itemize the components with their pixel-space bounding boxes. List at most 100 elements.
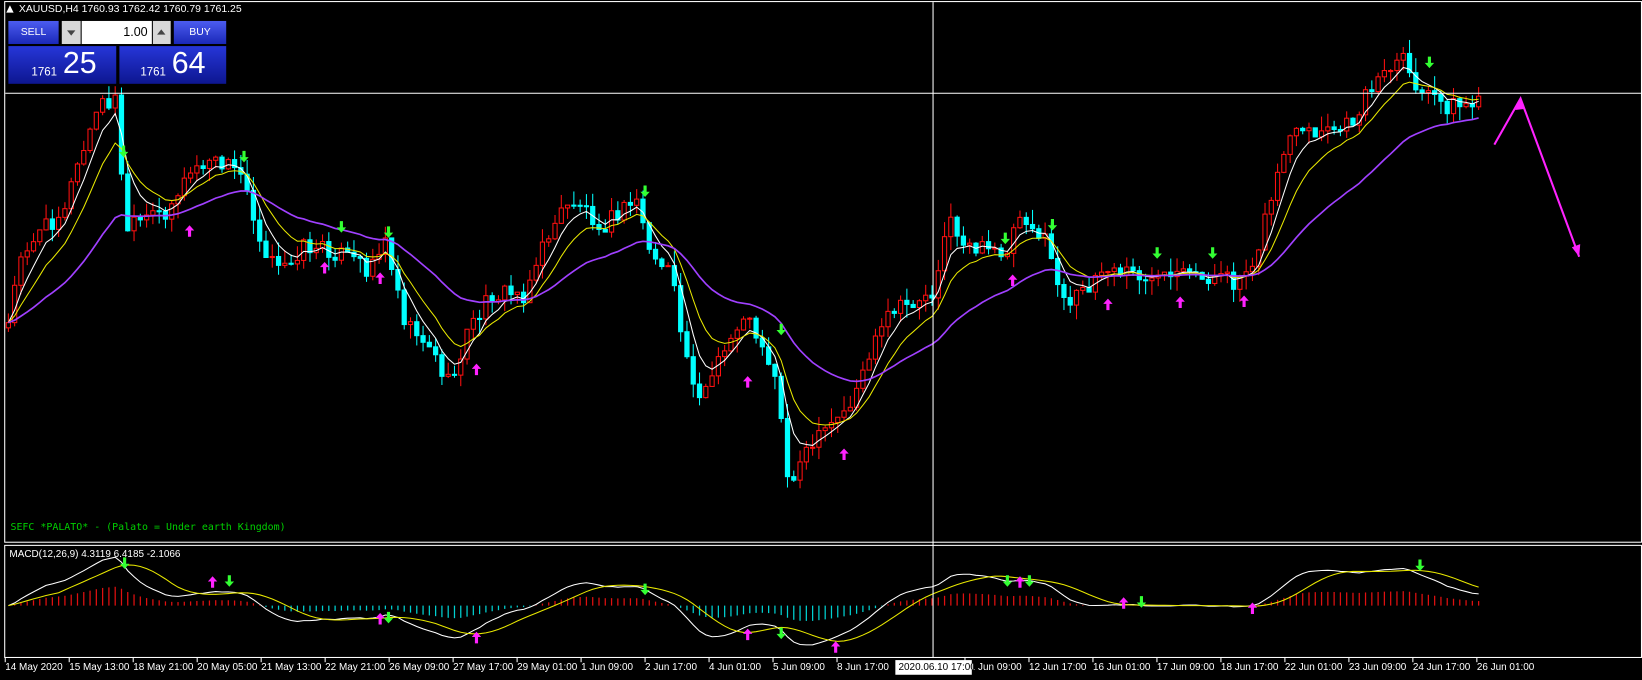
candle-body — [30, 241, 37, 252]
time-label: 18 May 21:00 — [133, 662, 194, 673]
candle-body — [1438, 93, 1444, 102]
lots-input[interactable] — [81, 20, 152, 45]
time-label: 12 Jun 17:00 — [1029, 662, 1087, 673]
candle-body — [43, 218, 49, 231]
candle-body — [652, 248, 659, 260]
candle-body — [1111, 267, 1117, 273]
ask-box[interactable] — [119, 46, 227, 84]
candle-body — [803, 446, 809, 463]
ask-small: 64 — [172, 47, 206, 80]
candle-body — [847, 406, 853, 412]
main-panel-frame — [4, 1, 1642, 543]
candle-body — [363, 257, 370, 277]
sell-signal-arrow — [239, 150, 249, 163]
sell-signal-arrow — [1152, 247, 1162, 259]
candle-body — [1432, 90, 1438, 95]
candle-body — [1331, 126, 1337, 131]
candle-body — [696, 383, 703, 399]
candle-body — [1306, 127, 1312, 132]
time-label: 5 Jun 09:00 — [773, 662, 825, 673]
candle-body — [301, 239, 307, 261]
time-label: 22 May 21:00 — [325, 662, 386, 673]
candle-body — [18, 256, 24, 286]
candle-body — [929, 294, 935, 299]
buy-button[interactable] — [173, 20, 227, 45]
time-label: 16 Jun 01:00 — [1093, 662, 1151, 673]
candle-body — [1444, 100, 1450, 115]
down-icon — [67, 30, 76, 36]
candle-body — [860, 369, 866, 389]
candle-body — [1105, 271, 1111, 274]
candle-body — [753, 317, 759, 339]
candle-body — [81, 150, 87, 165]
bid-box[interactable] — [8, 46, 117, 84]
candle-body — [583, 205, 590, 208]
candle-body — [206, 159, 213, 170]
candle-body — [747, 317, 753, 320]
candle-body — [219, 156, 225, 170]
time-axis: 14 May 2020 15 May 13:00 18 May 21:00 20 Ma… — [4, 657, 1535, 675]
buy-signal-arrow — [471, 631, 482, 644]
time-label: 15 May 13:00 — [69, 662, 130, 673]
buy-signal-arrow — [1239, 295, 1249, 307]
candle-body — [1017, 216, 1023, 229]
candle-body — [401, 289, 407, 326]
candle-body — [1419, 89, 1425, 94]
sell-signal-arrow — [776, 323, 786, 336]
candle-body — [941, 236, 948, 272]
time-label: 27 May 17:00 — [453, 662, 514, 673]
arrow-head — [1571, 244, 1581, 257]
candle-body — [684, 331, 690, 358]
candle-body — [1274, 171, 1281, 201]
main-plot — [5, 39, 1482, 489]
candle-body — [910, 303, 916, 309]
candle-body — [797, 461, 803, 481]
candle-body — [835, 416, 841, 424]
sell-signal-arrow — [118, 145, 129, 158]
sell-signal-arrow — [383, 611, 394, 624]
candle-body — [100, 98, 106, 113]
candle-body — [690, 356, 696, 385]
sell-signal-arrow — [1424, 56, 1435, 69]
symbol-info: XAUUSD,H4 1760.93 1762.42 1760.79 1761.2… — [19, 4, 242, 15]
candle-body — [709, 375, 715, 387]
candle-body — [514, 291, 520, 296]
candle-body — [407, 321, 414, 326]
buy-signal-arrow — [375, 612, 385, 625]
sell-button[interactable] — [8, 20, 59, 45]
candle-body — [1362, 89, 1369, 116]
candle-body — [734, 329, 740, 339]
candle-body — [634, 198, 640, 206]
candle-body — [1388, 70, 1394, 73]
candle-body — [68, 181, 74, 210]
candle-body — [93, 111, 99, 130]
candle-body — [1450, 98, 1457, 115]
candle-body — [326, 241, 332, 258]
candle-body — [439, 354, 445, 377]
time-label: 2 Jun 17:00 — [645, 662, 697, 673]
time-label: 17 Jun 09:00 — [1157, 662, 1215, 673]
candle-body — [897, 299, 904, 314]
candle-body — [1394, 59, 1400, 72]
bid-big: 1761 — [31, 66, 57, 78]
candle-body — [891, 310, 897, 314]
collapse-icon[interactable] — [6, 5, 14, 13]
candle-body — [791, 476, 797, 481]
candle-body — [502, 285, 508, 301]
candle-body — [143, 214, 150, 221]
candle-body — [1325, 126, 1331, 132]
buy-signal-arrow — [1103, 298, 1113, 311]
candle-body — [1186, 268, 1193, 273]
candle-body — [62, 208, 68, 218]
candle-body — [1262, 213, 1268, 251]
candle-body — [1023, 216, 1029, 226]
candle-body — [307, 239, 313, 254]
candle-body — [187, 172, 194, 179]
sell-signal-arrow — [119, 557, 130, 569]
sell-signal-arrow — [1002, 575, 1013, 587]
candle-body — [150, 210, 156, 216]
candle-body — [1287, 135, 1293, 155]
candle-body — [985, 241, 992, 250]
candle-body — [451, 373, 458, 376]
candle-body — [1099, 271, 1105, 277]
